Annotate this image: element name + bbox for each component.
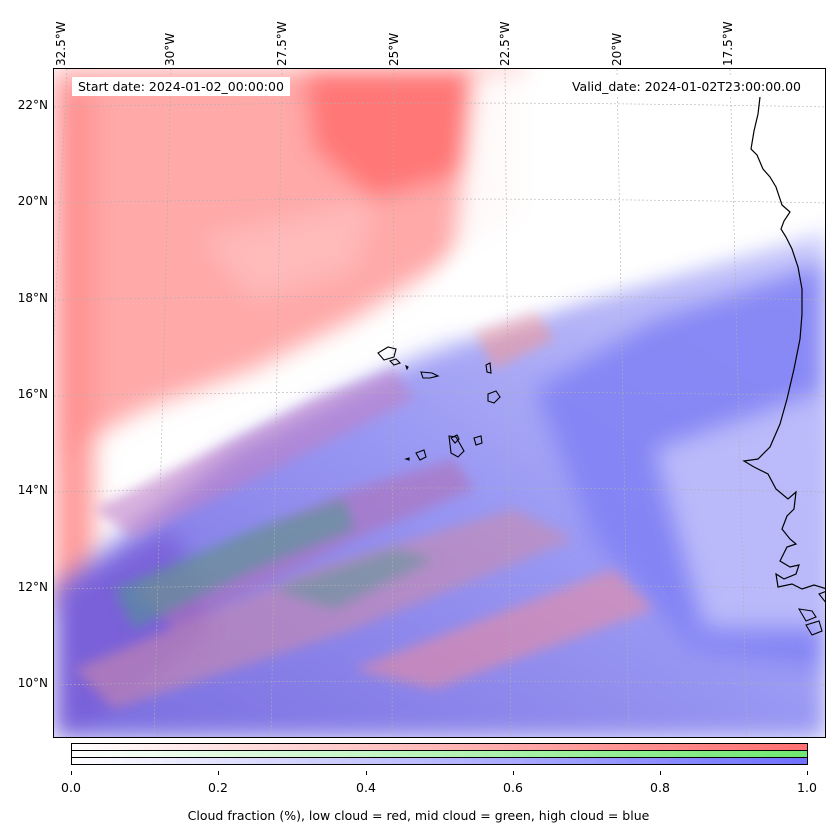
lon-label: 30°W [163, 32, 177, 66]
start-date-label: Start date: 2024-01-02_00:00:00 [72, 77, 290, 96]
mid-cloud-region [114, 499, 434, 629]
colorbar [71, 743, 808, 770]
lat-label: 14°N [17, 483, 48, 497]
lon-label: 20°W [610, 32, 624, 66]
low-cloud-region [54, 69, 524, 609]
colorbar-tick: 0.2 [208, 780, 228, 795]
lat-label: 22°N [17, 98, 48, 112]
lat-label: 20°N [17, 194, 48, 208]
colorbar-tick: 0.4 [356, 780, 376, 795]
cloud-fraction-map: Start date: 2024-01-02_00:00:00 Valid_da… [53, 68, 826, 738]
colorbar-tick: 0.8 [650, 780, 670, 795]
valid-date-label: Valid_date: 2024-01-02T23:00:00.00 [565, 77, 807, 96]
lon-label: 27.5°W [275, 21, 289, 66]
colorbar-label: Cloud fraction (%), low cloud = red, mid… [187, 808, 650, 823]
island-outlines [377, 346, 501, 461]
lon-label: 17.5°W [721, 21, 735, 66]
clear-sky-region [434, 69, 825, 629]
lon-label: 32.5°W [54, 21, 68, 66]
colorbar-tick: 0.0 [61, 780, 81, 795]
lon-label: 22.5°W [498, 21, 512, 66]
coastline [742, 96, 825, 590]
lat-label: 18°N [17, 291, 48, 305]
colorbar-tick: 0.6 [503, 780, 523, 795]
lat-label: 10°N [17, 676, 48, 690]
map-canvas [54, 69, 825, 737]
bissagos-islands [797, 591, 825, 636]
colorbar-high-cloud [71, 757, 808, 765]
lat-label: 16°N [17, 387, 48, 401]
colorbar-tick: 1.0 [797, 780, 817, 795]
lat-label: 12°N [17, 580, 48, 594]
lon-label: 25°W [387, 32, 401, 66]
